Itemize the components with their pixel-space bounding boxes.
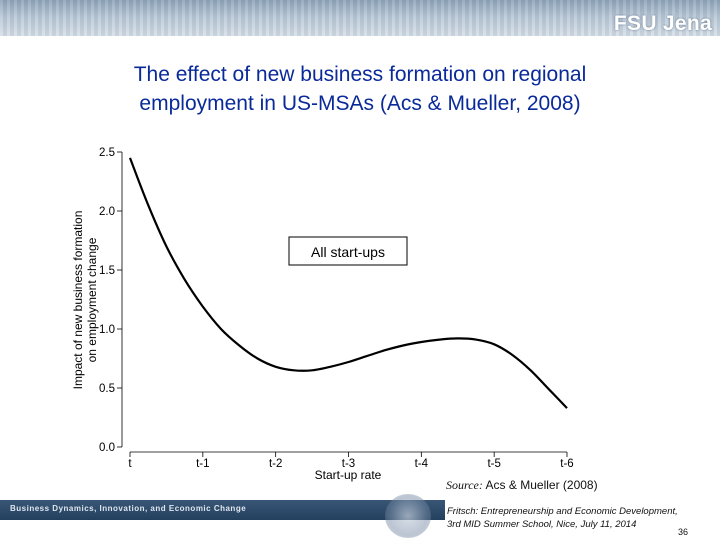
x-tick-label: t-6 xyxy=(560,458,573,470)
y-axis-label-line-1: Impact of new business formation xyxy=(71,211,85,390)
footer-line-1: Fritsch: Entrepreneurship and Economic D… xyxy=(447,506,678,517)
x-axis-label: Start-up rate xyxy=(315,468,382,482)
x-tick-label: t-2 xyxy=(269,458,282,470)
x-tick-label: t-3 xyxy=(342,458,355,470)
y-tick-label: 1.0 xyxy=(99,324,115,336)
source-label: Source: xyxy=(446,478,483,492)
header-pattern xyxy=(0,0,720,36)
footer-line-2: 3rd MID Summer School, Nice, July 11, 20… xyxy=(447,519,637,530)
slide-title-line-1: The effect of new business formation on … xyxy=(133,63,587,86)
footer-banner: Business Dynamics, Innovation, and Econo… xyxy=(0,500,445,520)
page-number: 36 xyxy=(678,527,689,537)
slide-title: The effect of new business formation on … xyxy=(40,60,680,118)
y-axis-label-line-2: on employment change xyxy=(85,237,99,362)
footer-citation: Fritsch: Entrepreneurship and Economic D… xyxy=(447,505,712,531)
y-tick-label: 1.5 xyxy=(99,265,115,277)
x-tick-label: t-1 xyxy=(196,458,209,470)
line-chart: 0.0 0.5 1.0 1.5 2.0 2.5 t t-1 t-2 t-3 t-4 t-5 t-6 A… xyxy=(71,147,574,482)
footer-banner-text: Business Dynamics, Innovation, and Econo… xyxy=(10,504,247,513)
annotation-box xyxy=(288,236,408,266)
y-tick-label: 0.5 xyxy=(99,383,115,395)
brand-logo-text: FSU Jena xyxy=(613,12,712,35)
source-note: Source: Acs & Mueller (2008) xyxy=(446,478,598,493)
y-axis: 0.0 0.5 1.0 1.5 2.0 2.5 xyxy=(99,147,123,454)
source-text: Acs & Mueller (2008) xyxy=(485,478,598,492)
university-seal-icon xyxy=(385,494,431,538)
y-tick-label: 0.0 xyxy=(99,442,115,454)
slide-title-line-2: employment in US-MSAs (Acs & Mueller, 20… xyxy=(139,92,581,115)
x-axis: t t-1 t-2 t-3 t-4 t-5 t-6 xyxy=(128,451,574,470)
y-tick-label: 2.5 xyxy=(99,147,115,159)
x-tick-label: t-4 xyxy=(415,458,429,470)
annotation-label: All start-ups xyxy=(311,244,385,260)
y-tick-label: 2.0 xyxy=(99,206,115,218)
x-tick-label: t-5 xyxy=(487,458,500,470)
series-line-all-start-ups xyxy=(128,157,568,409)
x-tick-label: t xyxy=(128,458,132,470)
header-banner: FSU Jena xyxy=(0,0,720,36)
